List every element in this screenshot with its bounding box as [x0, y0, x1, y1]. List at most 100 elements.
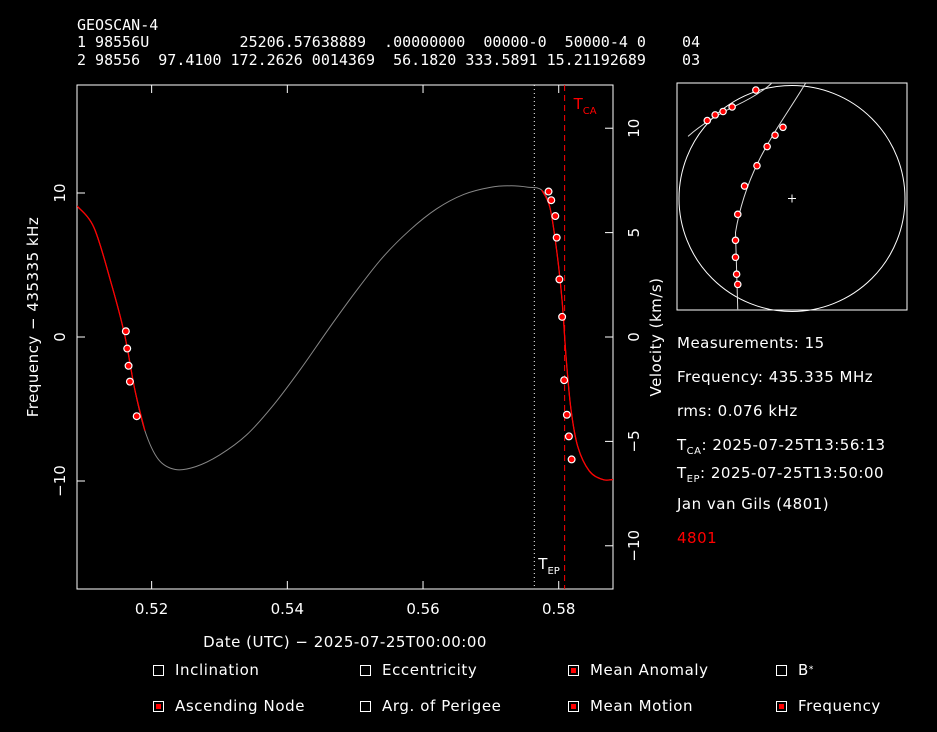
sky-point	[752, 86, 760, 94]
fit-curve-pass-1	[77, 205, 146, 431]
y2-tick-label: 10	[625, 119, 643, 138]
sky-point	[771, 131, 779, 140]
y2-tick-label: 5	[625, 228, 643, 238]
checkbox-eccentricity[interactable]: Eccentricity	[360, 661, 477, 679]
data-point	[551, 212, 560, 221]
tca-time: TCA: 2025-07-25T13:56:13	[677, 436, 886, 457]
data-point	[560, 376, 569, 385]
tep-time: TEP: 2025-07-25T13:50:00	[677, 464, 884, 485]
sky-point	[753, 161, 761, 170]
sky-point	[740, 182, 749, 190]
measurements-count: Measurements: 15	[677, 334, 825, 352]
sky-point	[731, 236, 740, 245]
x-tick-label: 0.52	[135, 600, 168, 618]
tep-marker-label: TEP	[537, 555, 560, 577]
sky-map-horizon	[678, 85, 906, 312]
observer-name: Jan van Gils (4801)	[677, 495, 830, 513]
data-point	[125, 377, 134, 386]
checkbox-box[interactable]	[568, 700, 579, 712]
x-tick-label: 0.56	[406, 600, 439, 618]
tle-name: GEOSCAN-4	[77, 16, 159, 34]
tep-time-label: T	[677, 464, 687, 482]
sky-point	[728, 103, 736, 111]
x-tick-label: 0.54	[271, 600, 304, 618]
checkbox-label: Eccentricity	[382, 661, 478, 679]
checkbox-mean-motion[interactable]: Mean Motion	[568, 697, 693, 715]
sky-point	[779, 123, 787, 132]
checkbox-box[interactable]	[153, 700, 164, 712]
checkbox-inclination[interactable]: Inclination	[153, 661, 260, 679]
checkbox-mean-anomaly[interactable]: Mean Anomaly	[568, 661, 709, 679]
rms-value: rms: 0.076 kHz	[677, 402, 798, 420]
sky-point	[719, 107, 727, 116]
model-curve	[77, 185, 613, 481]
data-point	[567, 455, 576, 464]
checkbox-box[interactable]	[776, 664, 787, 676]
data-point	[564, 432, 573, 441]
sky-point	[732, 270, 741, 279]
checkbox-label: Arg. of Perigee	[382, 697, 502, 715]
sky-point	[731, 253, 740, 262]
y-tick-label: 10	[51, 183, 69, 202]
checkbox-box[interactable]	[360, 664, 371, 676]
checkbox-box[interactable]	[360, 700, 371, 712]
x-tick-label: 0.58	[542, 600, 575, 618]
checkbox-label: Frequency	[798, 697, 881, 715]
plot-area	[77, 85, 613, 589]
x-axis-label: Date (UTC) − 2025-07-25T00:00:00	[203, 633, 487, 651]
sky-point	[763, 142, 771, 151]
data-point	[124, 361, 133, 370]
sky-map-frame	[676, 82, 908, 311]
data-point	[123, 344, 132, 353]
checkbox-label: Mean Motion	[590, 697, 694, 715]
checkbox-arg-of-perigee[interactable]: Arg. of Perigee	[360, 697, 502, 715]
checkbox-bstar[interactable]: B *	[776, 661, 814, 679]
checkbox-label: B	[798, 661, 809, 679]
y2-tick-label: 0	[625, 332, 643, 342]
data-point	[552, 233, 561, 242]
y2-axis-label: Velocity (km/s)	[647, 278, 665, 397]
y-tick-label: 0	[51, 332, 69, 342]
site-id: 4801	[677, 529, 718, 547]
data-point	[544, 187, 553, 196]
data-point	[555, 275, 564, 284]
frequency-value: Frequency: 435.335 MHz	[677, 368, 874, 386]
checkbox-label: Ascending Node	[175, 697, 306, 715]
data-point	[547, 196, 556, 205]
y-axis-label: Frequency − 435335 kHz	[24, 217, 42, 417]
tca-time-label: T	[677, 436, 687, 454]
tle-line-1: 1 98556U 25206.57638889 .00000000 00000-…	[77, 33, 701, 51]
checkbox-box[interactable]	[568, 664, 579, 676]
sky-map-area	[687, 83, 806, 310]
fit-curve-pass-2	[541, 189, 613, 481]
plot-frame	[76, 84, 614, 590]
sky-point	[733, 210, 742, 219]
tep-time-value: : 2025-07-25T13:50:00	[700, 464, 885, 482]
checkbox-frequency[interactable]: Frequency	[776, 697, 881, 715]
tep-marker-main: T	[537, 555, 548, 573]
checkbox-ascending-node[interactable]: Ascending Node	[153, 697, 305, 715]
sky-point	[733, 280, 742, 289]
y-tick-label: −10	[51, 465, 69, 497]
checkbox-box[interactable]	[153, 664, 164, 676]
tep-time-sub: EP	[686, 474, 701, 485]
sky-track-2	[734, 83, 806, 310]
tca-marker-label: TCA	[573, 95, 597, 117]
tle-line-2: 2 98556 97.4100 172.2626 0014369 56.1820…	[77, 51, 701, 69]
checkbox-label: Mean Anomaly	[590, 661, 709, 679]
checkbox-label-sup: *	[808, 665, 814, 675]
data-point	[558, 312, 567, 321]
data-point	[121, 327, 130, 336]
tca-marker-main: T	[573, 95, 584, 113]
tca-time-value: : 2025-07-25T13:56:13	[701, 436, 886, 454]
y2-tick-label: −10	[625, 530, 643, 562]
tca-time-sub: CA	[686, 446, 702, 457]
checkbox-label: Inclination	[175, 661, 260, 679]
y2-tick-label: −5	[625, 430, 643, 452]
checkbox-box[interactable]	[776, 700, 787, 712]
data-point	[562, 410, 571, 419]
tep-marker-sub: EP	[547, 566, 559, 577]
sky-point	[711, 111, 719, 119]
tca-marker-sub: CA	[583, 106, 597, 117]
